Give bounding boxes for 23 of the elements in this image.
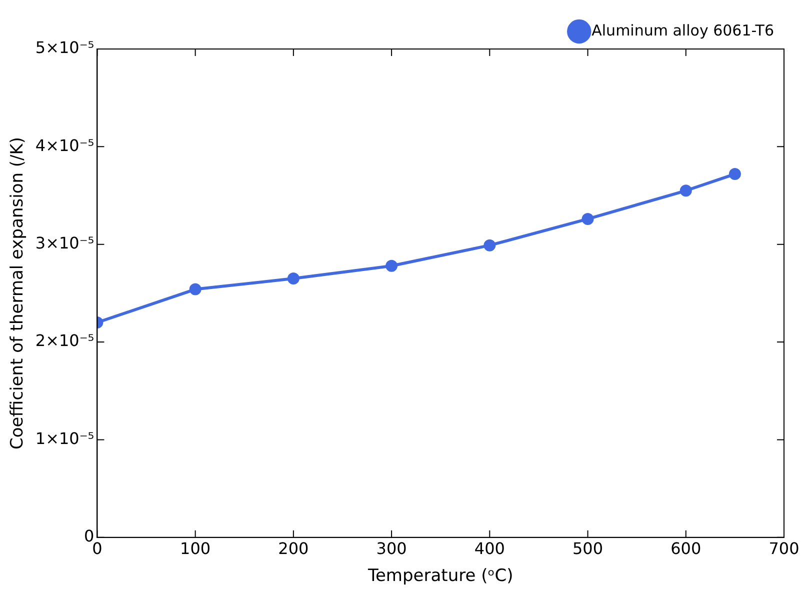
y-tick-label: 5×10⁻⁵ bbox=[35, 38, 94, 58]
x-tick-label: 500 bbox=[572, 539, 604, 558]
point bbox=[728, 168, 741, 180]
y-tick-label: 4×10⁻⁵ bbox=[35, 136, 94, 155]
x-tick-label: 700 bbox=[768, 539, 800, 558]
y-tick-label: 2×10⁻⁵ bbox=[35, 331, 94, 350]
point bbox=[680, 184, 692, 197]
x-tick-label: 400 bbox=[474, 539, 505, 558]
x-tick-label: 600 bbox=[670, 539, 702, 558]
y-axis-title: Coefficient of thermal expansion (/K) bbox=[8, 136, 28, 450]
x-tick-label: 100 bbox=[180, 539, 211, 558]
point bbox=[287, 272, 300, 285]
y-tick-label: 1×10⁻⁵ bbox=[35, 428, 94, 448]
point bbox=[484, 239, 496, 252]
y-tick-label: 0 bbox=[84, 526, 94, 546]
x-axis-title: Temperature (ᵒC) bbox=[366, 566, 514, 586]
point bbox=[582, 212, 594, 225]
point bbox=[386, 260, 398, 272]
legend-label: Aluminum alloy 6061-T6 bbox=[592, 21, 774, 40]
x-tick-label: 300 bbox=[376, 539, 407, 558]
y-tick-label: 3×10⁻⁵ bbox=[35, 234, 94, 253]
point bbox=[189, 283, 202, 296]
x-tick-label: 200 bbox=[278, 539, 309, 558]
